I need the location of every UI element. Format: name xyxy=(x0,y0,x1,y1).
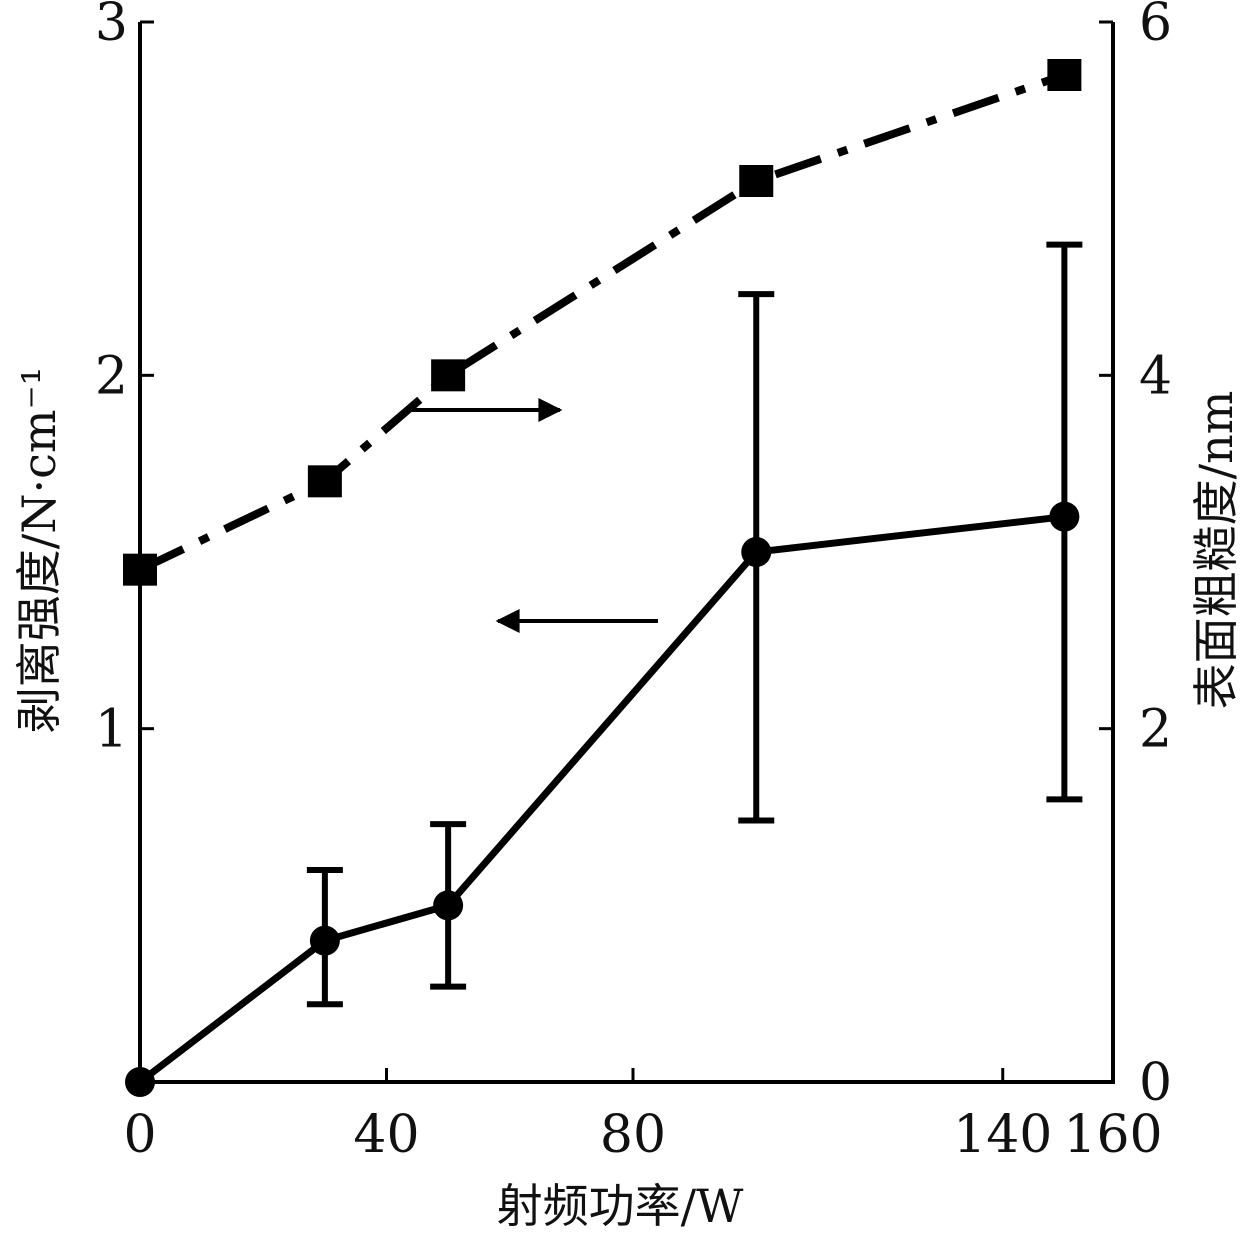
series-group xyxy=(123,59,1083,1097)
data-point-square xyxy=(431,359,466,392)
data-point-square xyxy=(739,165,774,197)
surface-roughness-line xyxy=(138,71,1066,574)
y-left-tick-label: 3 xyxy=(95,0,128,53)
y-right-tick-label: 6 xyxy=(1139,0,1172,53)
axes-group xyxy=(138,22,1115,1084)
y-right-tick-label: 4 xyxy=(1139,346,1172,406)
x-tick-label: 80 xyxy=(600,1105,666,1165)
data-point-square xyxy=(1047,59,1082,91)
x-tick-label: 140 xyxy=(953,1105,1052,1165)
data-point-circle xyxy=(125,1067,155,1097)
y-right-axis-label: 表面粗糙度/nm xyxy=(1189,391,1243,710)
data-point-circle xyxy=(433,890,464,921)
data-point-square xyxy=(307,465,342,498)
ticks-group: 0 40 80 140 160 1 2 3 0 2 4 6 xyxy=(95,0,1172,1165)
y-left-tick-label: 1 xyxy=(95,700,128,760)
x-tick-label: 160 xyxy=(1063,1105,1162,1165)
y-left-axis-label: 剥离强度/N·cm⁻¹ xyxy=(12,367,66,733)
x-axis-label: 射频功率/W xyxy=(497,1179,744,1233)
annotations-group xyxy=(412,398,658,633)
x-tick-label: 0 xyxy=(123,1105,156,1165)
data-point-circle xyxy=(309,925,340,956)
y-left-tick-label: 2 xyxy=(95,346,128,406)
x-tick-label: 40 xyxy=(353,1105,419,1165)
peel-strength-line xyxy=(137,513,1065,1085)
labels-group: 射频功率/W 剥离强度/N·cm⁻¹ 表面粗糙度/nm xyxy=(12,367,1243,1233)
data-point-circle xyxy=(741,537,772,567)
y-right-tick-label: 2 xyxy=(1139,700,1172,760)
data-point-circle xyxy=(1049,501,1080,532)
y-right-tick-label: 0 xyxy=(1139,1053,1172,1113)
data-point-square xyxy=(123,553,157,586)
